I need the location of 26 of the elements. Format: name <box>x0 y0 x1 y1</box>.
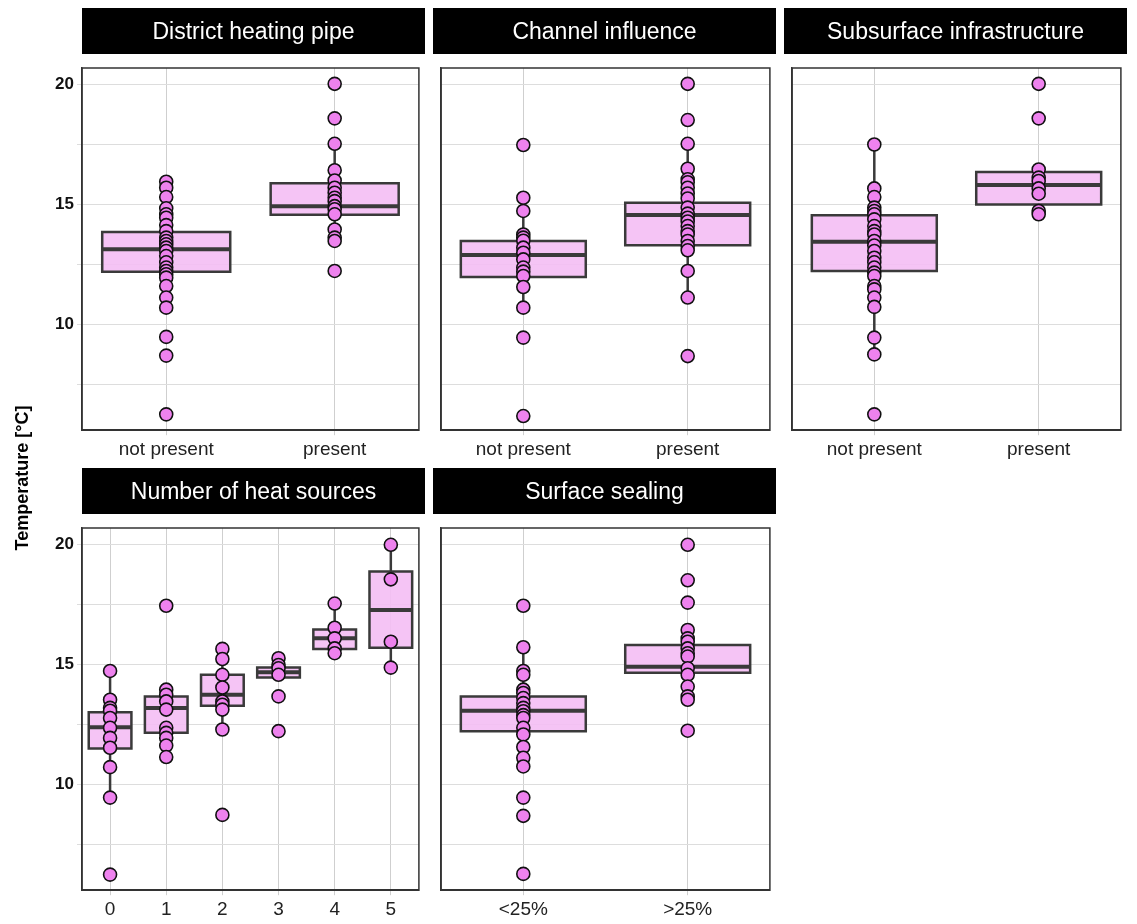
chart-title: Number of heat sources <box>82 468 425 514</box>
x-tick-label: >25% <box>663 897 713 919</box>
x-tick-label: 5 <box>385 897 397 919</box>
chart-title: Channel influence <box>433 8 776 54</box>
x-tick-label: present <box>656 437 721 459</box>
y-tick-label: 15 <box>55 194 74 214</box>
chart-title: Subsurface infrastructure <box>784 8 1127 54</box>
x-tick-label: present <box>302 437 368 459</box>
y-tick-label: 20 <box>55 534 74 554</box>
x-tick-label: 1 <box>160 897 172 919</box>
x-tick-label: 4 <box>329 897 341 919</box>
y-axis-title: Temperature [°C] <box>11 405 33 551</box>
chart-title: District heating pipe <box>82 8 425 54</box>
x-tick-label: not present <box>475 437 572 459</box>
x-tick-label: <25% <box>498 897 548 919</box>
x-tick-label: 2 <box>217 897 228 919</box>
y-tick-label: 20 <box>55 74 74 94</box>
x-tick-label: present <box>1007 437 1072 459</box>
x-tick-label: 0 <box>104 897 116 919</box>
x-tick-label: 3 <box>273 897 284 919</box>
x-tick-label: not present <box>826 437 923 459</box>
y-tick-label: 10 <box>55 774 74 794</box>
y-tick-label: 15 <box>55 654 74 674</box>
x-tick-label: not present <box>118 437 215 459</box>
chart-title: Surface sealing <box>433 468 776 514</box>
y-tick-label: 10 <box>55 314 74 334</box>
